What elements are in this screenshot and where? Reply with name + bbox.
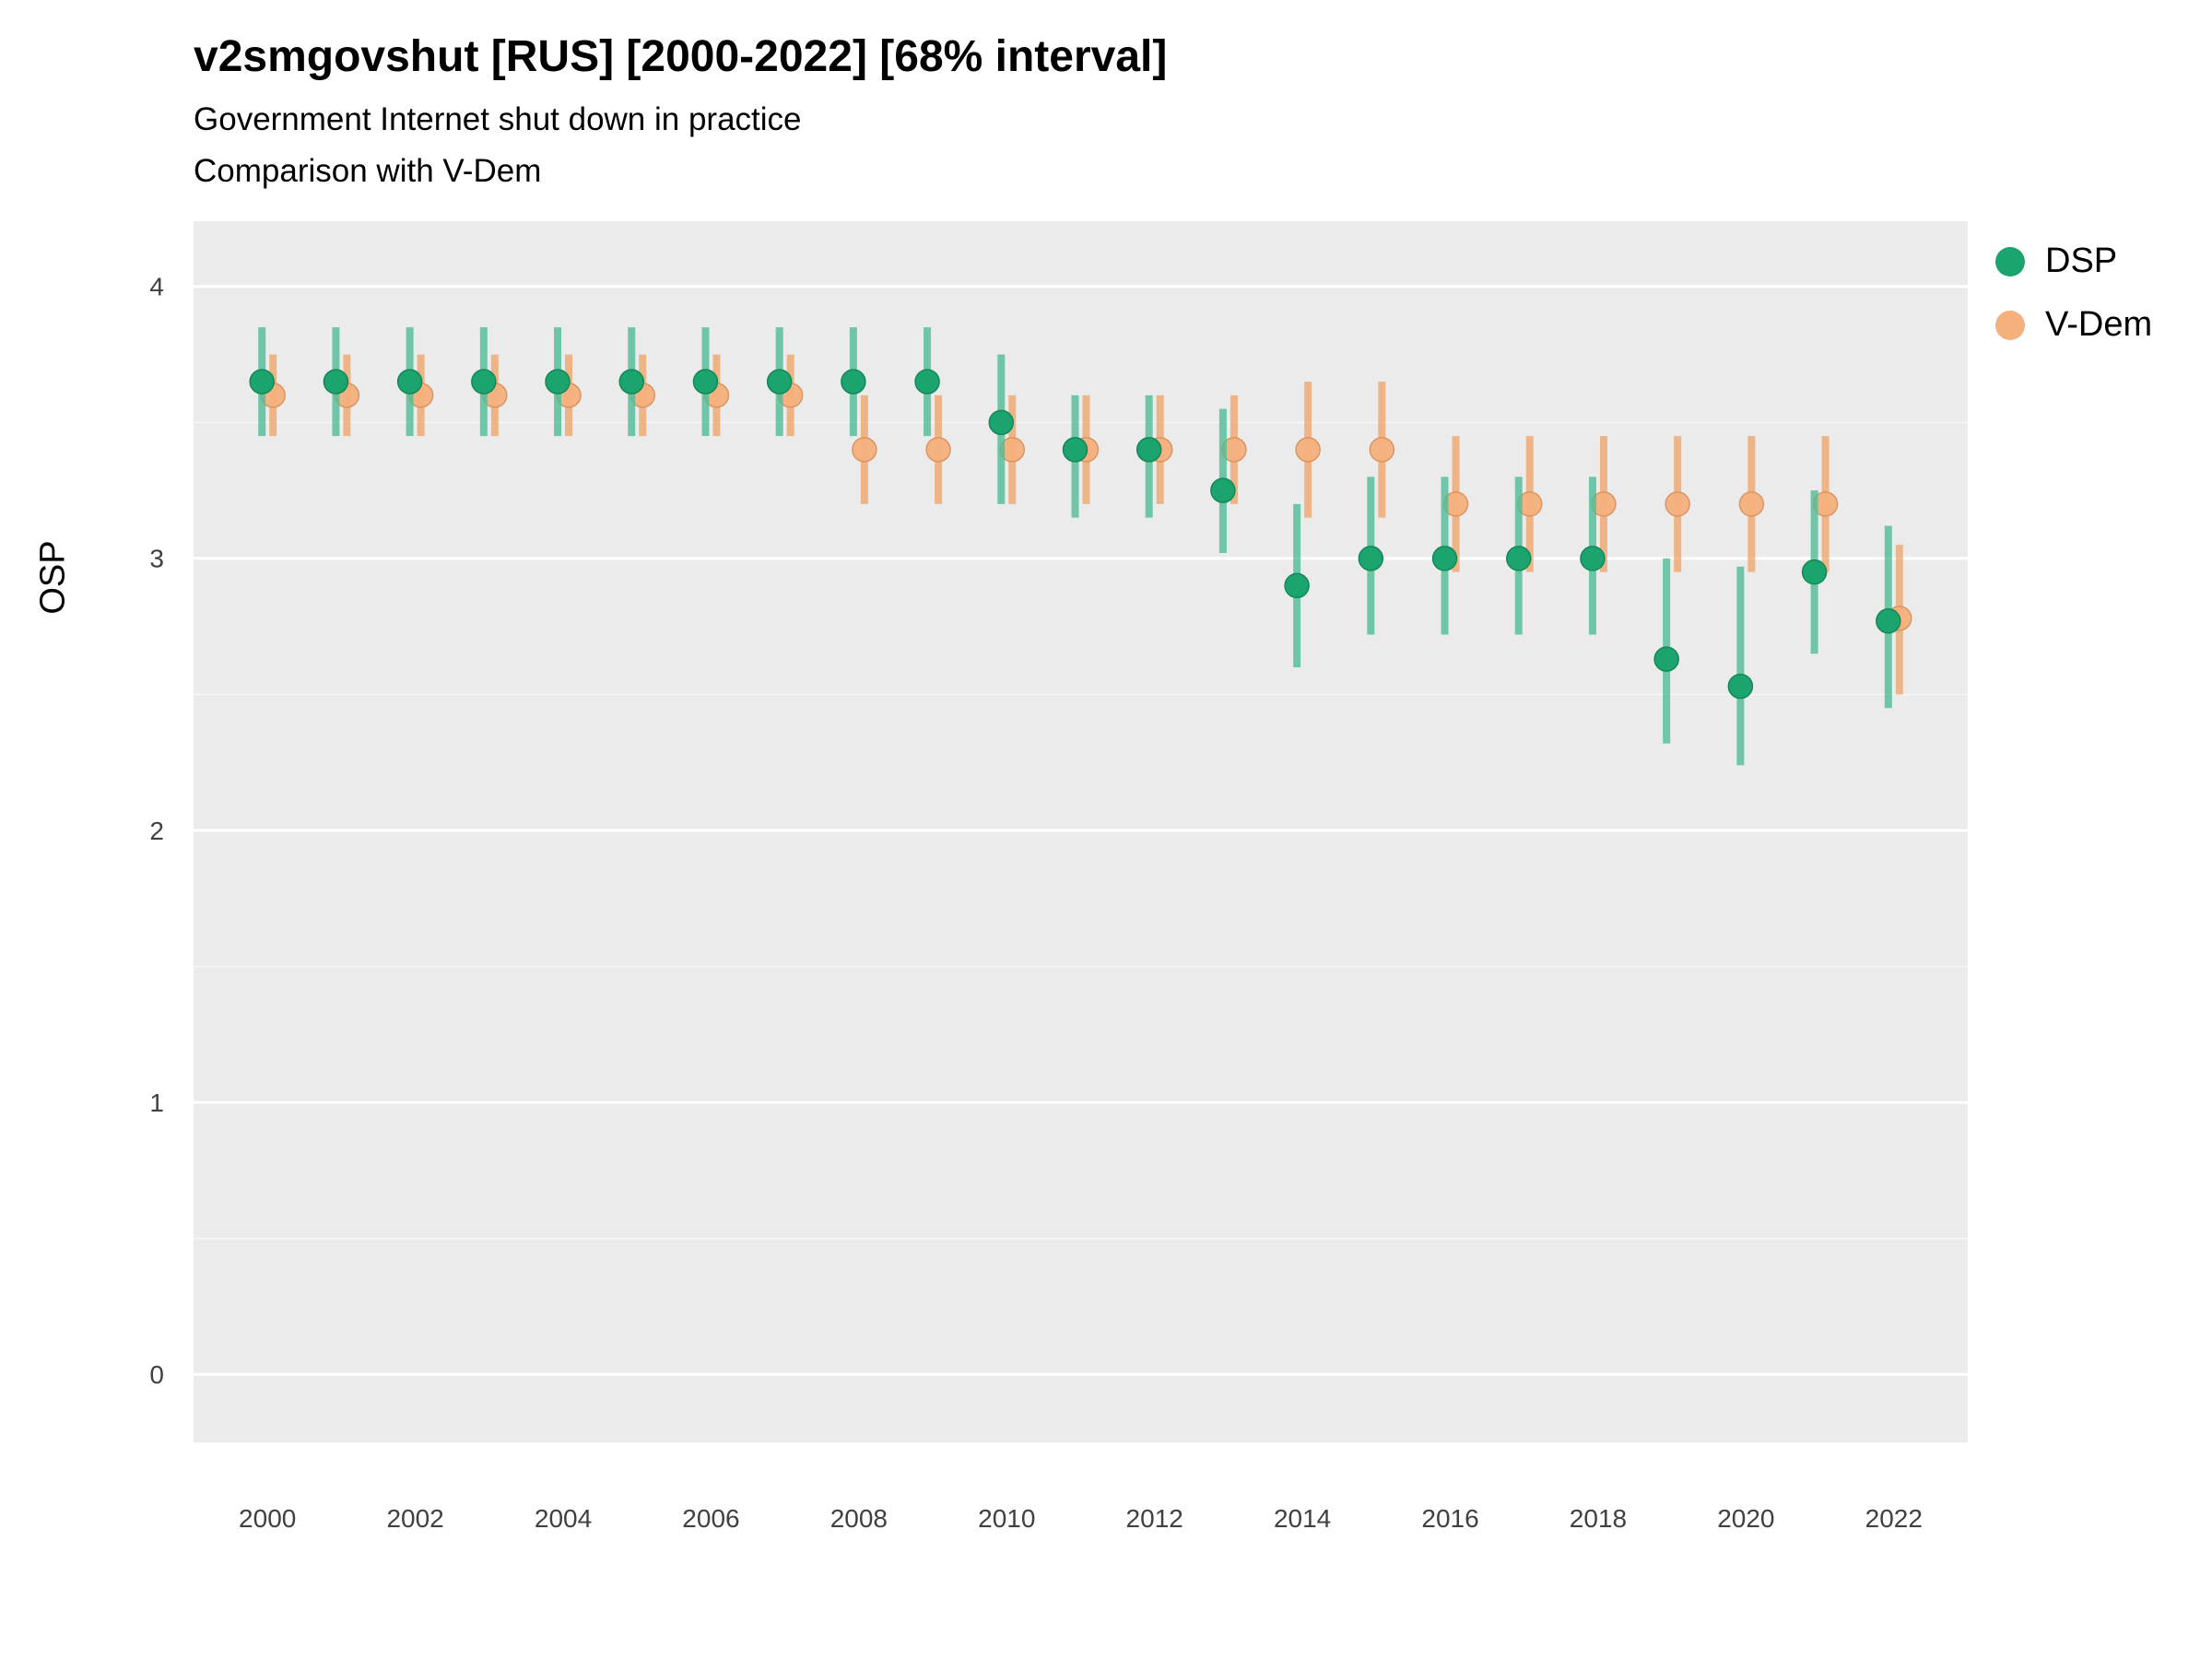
x-tick-label: 2004: [535, 1504, 592, 1533]
dsp-data-point: [323, 369, 349, 394]
dsp-data-point: [1653, 646, 1679, 672]
x-tick-label: 2014: [1274, 1504, 1331, 1533]
x-tick-label: 2018: [1570, 1504, 1627, 1533]
y-tick-label: 1: [149, 1088, 164, 1117]
x-tick-label: 2006: [682, 1504, 739, 1533]
chart-subtitle-line2: Comparison with V-Dem: [194, 153, 542, 189]
vdem-data-point: [1369, 437, 1395, 463]
vdem-legend-label: V-Dem: [2045, 305, 2153, 344]
dsp-legend-label: DSP: [2045, 241, 2118, 280]
dsp-data-point: [766, 369, 793, 394]
y-tick-label: 4: [149, 273, 164, 301]
legend: DSP V-Dem: [1995, 241, 2152, 369]
dsp-data-point: [1062, 437, 1088, 463]
dsp-data-point: [1358, 546, 1384, 571]
x-tick-label: 2022: [1865, 1504, 1923, 1533]
dsp-data-point: [1727, 673, 1754, 700]
dsp-data-point: [545, 369, 571, 394]
chart-subtitle-line1: Government Internet shut down in practic…: [194, 101, 802, 137]
y-tick-label: 2: [149, 817, 164, 845]
dsp-legend-marker-icon: [1995, 246, 2025, 276]
x-tick-label: 2000: [239, 1504, 296, 1533]
dsp-data-point: [692, 369, 719, 394]
x-tick-label: 2008: [830, 1504, 888, 1533]
x-tick-label: 2016: [1421, 1504, 1478, 1533]
x-tick-label: 2002: [386, 1504, 443, 1533]
dsp-data-point: [396, 369, 423, 394]
dsp-data-point: [1876, 608, 1901, 634]
dsp-data-point: [1431, 546, 1458, 571]
dsp-data-point: [1506, 546, 1532, 571]
y-tick-label: 0: [149, 1360, 164, 1389]
vdem-data-point: [1665, 491, 1690, 517]
dsp-data-point: [618, 369, 644, 394]
dsp-data-point: [1284, 572, 1310, 599]
vdem-data-point: [852, 437, 877, 463]
dsp-data-point: [471, 369, 497, 394]
chart-title: v2smgovshut [RUS] [2000-2022] [68% inter…: [194, 32, 1168, 81]
dsp-data-point: [1135, 437, 1162, 463]
dsp-data-point: [988, 409, 1015, 436]
dsp-data-point: [914, 369, 940, 394]
dsp-data-point: [1210, 477, 1236, 503]
dsp-data-point: [841, 369, 866, 394]
legend-item-vdem: V-Dem: [1995, 305, 2152, 345]
vdem-data-point: [1295, 437, 1321, 463]
vdem-data-point: [1738, 491, 1765, 517]
x-tick-label: 2010: [978, 1504, 1035, 1533]
x-tick-label: 2012: [1126, 1504, 1183, 1533]
legend-item-dsp: DSP: [1995, 241, 2152, 281]
dsp-data-point: [1580, 546, 1606, 571]
vdem-legend-marker-icon: [1995, 310, 2025, 340]
x-tick-label: 2020: [1717, 1504, 1774, 1533]
dsp-data-point: [1801, 559, 1828, 585]
vdem-data-point: [925, 437, 951, 463]
y-tick-label: 3: [149, 545, 164, 573]
dsp-data-point: [249, 369, 275, 394]
